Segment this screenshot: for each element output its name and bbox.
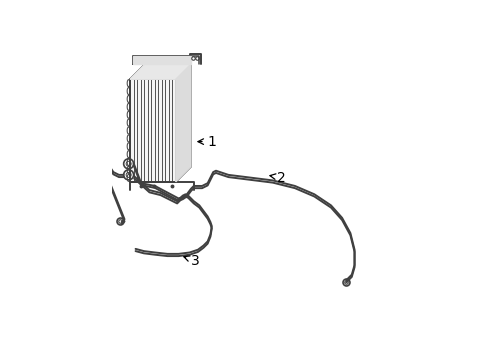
Polygon shape <box>130 79 175 182</box>
Text: 2: 2 <box>269 171 285 185</box>
Text: 3: 3 <box>183 254 200 268</box>
Polygon shape <box>133 56 191 64</box>
Text: 1: 1 <box>198 135 216 149</box>
Polygon shape <box>175 64 191 182</box>
Polygon shape <box>130 64 191 79</box>
